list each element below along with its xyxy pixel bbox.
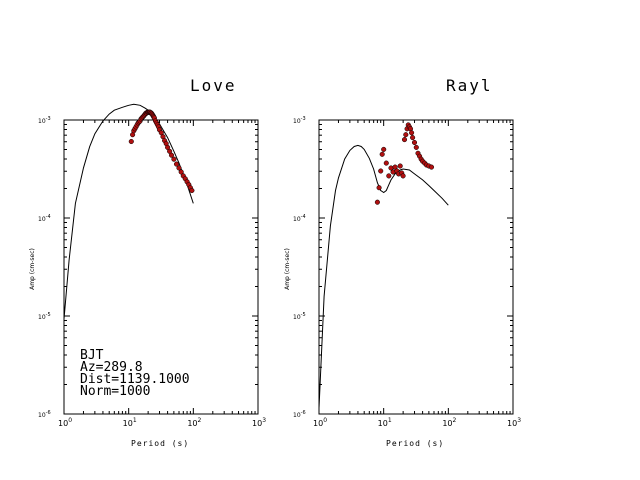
love-observed-points — [128, 109, 195, 194]
rayl-x-tick-exponent: 1 — [388, 417, 392, 424]
rayl-x-tick-label: 103 — [507, 417, 521, 428]
love-y-axis-label: Amp (cm-sec) — [29, 248, 36, 290]
rayl-x-tick-base: 10 — [507, 419, 517, 428]
rayl-observed-point — [428, 164, 435, 170]
love-observed-point — [128, 138, 134, 145]
rayl-y-tick-exponent: -3 — [301, 116, 306, 122]
rayl-y-tick-label: 10-5 — [293, 312, 306, 321]
rayl-x-tick-exponent: 2 — [453, 417, 457, 424]
love-x-tick-exponent: 2 — [198, 417, 202, 424]
rayl-y-tick-label: 10-3 — [293, 116, 306, 125]
rayl-y-tick-exponent: -4 — [301, 214, 306, 220]
rayl-title: Rayl — [446, 76, 493, 95]
rayl-observed-point — [381, 146, 387, 152]
rayl-observed-point — [379, 151, 385, 157]
love-annotation-line: BJT — [80, 348, 104, 363]
rayl-observed-point — [386, 173, 392, 179]
rayl-y-tick-base: 10 — [293, 412, 301, 419]
rayl-y-tick-exponent: -6 — [301, 410, 306, 416]
love-plot-frame — [63, 119, 259, 415]
rayl-x-tick-base: 10 — [378, 419, 388, 428]
rayl-x-tick-base: 10 — [442, 419, 452, 428]
rayl-observed-point — [410, 135, 416, 141]
love-x-tick-label: 102 — [187, 417, 201, 428]
love-x-tick-label: 100 — [58, 417, 72, 428]
rayl-ticks — [318, 120, 514, 415]
love-x-tick-exponent: 1 — [133, 417, 137, 424]
rayl-y-tick-label: 10-4 — [293, 214, 306, 223]
rayl-observed-point — [403, 132, 409, 138]
rayl-observed-point — [413, 144, 419, 150]
rayl-observed-point — [409, 130, 415, 136]
love-observed-point — [189, 187, 195, 194]
rayl-y-tick-exponent: -5 — [301, 312, 306, 318]
love-x-tick-label: 101 — [123, 417, 137, 428]
rayl-x-tick-label: 100 — [313, 417, 327, 428]
rayl-observed-point — [411, 139, 418, 146]
rayl-plot-frame — [318, 119, 514, 415]
love-observed-point — [178, 169, 184, 175]
love-y-tick-exponent: -3 — [46, 116, 51, 122]
rayl-y-axis-label: Amp (cm-sec) — [284, 248, 291, 290]
love-x-axis-label: Period (s) — [131, 439, 189, 448]
rayl-observed-point — [400, 173, 406, 179]
rayl-observed-point — [378, 168, 384, 174]
love-x-tick-exponent: 3 — [262, 417, 266, 424]
love-y-tick-label: 10-3 — [38, 116, 51, 125]
love-x-tick-base: 10 — [58, 419, 68, 428]
love-model-curve — [63, 103, 194, 320]
rayl-observed-point — [383, 160, 389, 166]
love-annotation-line: Dist=1139.1000 — [80, 372, 190, 387]
love-observed-point — [165, 144, 171, 150]
love-y-tick-base: 10 — [38, 412, 46, 419]
love-x-tick-label: 103 — [252, 417, 266, 428]
rayl-panel: Rayl 100 101 102 10310-610-510-410-3Period … — [284, 76, 521, 448]
love-y-tick-exponent: -4 — [46, 214, 51, 220]
love-observed-point — [171, 156, 177, 162]
love-x-tick-base: 10 — [123, 419, 133, 428]
rayl-observed-point — [397, 163, 403, 169]
rayl-x-axis-label: Period (s) — [386, 439, 444, 448]
love-y-tick-label: 10-5 — [38, 312, 51, 321]
love-y-tick-base: 10 — [38, 216, 46, 223]
rayl-y-tick-base: 10 — [293, 314, 301, 321]
love-y-tick-base: 10 — [38, 118, 46, 125]
love-observed-point — [173, 161, 180, 167]
love-annotation-line: Az=289.8 — [80, 360, 143, 375]
love-y-tick-exponent: -5 — [46, 312, 51, 318]
love-y-tick-exponent: -6 — [46, 410, 51, 416]
love-y-tick-label: 10-6 — [38, 410, 51, 419]
love-panel: Love 100 101 102 10310-610-510-410-3Period … — [29, 76, 266, 448]
rayl-x-tick-exponent: 0 — [323, 417, 327, 424]
rayl-x-tick-base: 10 — [313, 419, 323, 428]
rayl-x-tick-label: 101 — [378, 417, 392, 428]
rayl-observed-point — [376, 185, 382, 191]
rayl-y-tick-base: 10 — [293, 118, 301, 125]
rayl-x-tick-exponent: 3 — [517, 417, 521, 424]
rayl-model-curve — [318, 144, 449, 409]
rayl-x-tick-label: 102 — [442, 417, 456, 428]
love-x-tick-base: 10 — [187, 419, 197, 428]
rayl-observed-point — [401, 137, 408, 143]
love-x-tick-exponent: 0 — [68, 417, 72, 424]
love-observed-point — [176, 165, 182, 171]
love-x-tick-base: 10 — [252, 419, 262, 428]
rayl-observed-points — [374, 122, 435, 205]
love-ticks — [63, 120, 259, 415]
love-observed-point — [168, 152, 175, 158]
love-title: Love — [190, 76, 237, 95]
rayl-y-tick-base: 10 — [293, 216, 301, 223]
love-y-tick-label: 10-4 — [38, 214, 51, 223]
love-y-tick-base: 10 — [38, 314, 46, 321]
rayl-y-tick-label: 10-6 — [293, 410, 306, 419]
rayl-observed-point — [374, 199, 380, 205]
love-annotation-line: Norm=1000 — [80, 384, 150, 399]
